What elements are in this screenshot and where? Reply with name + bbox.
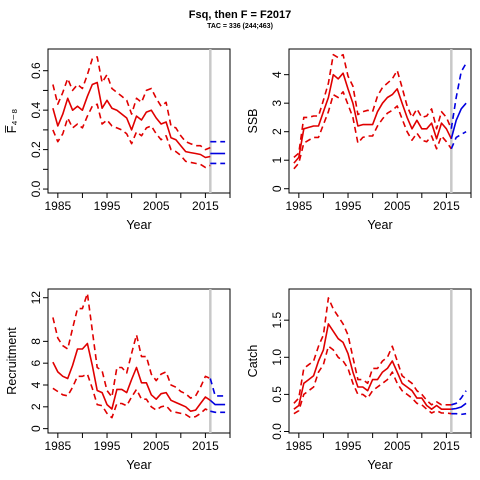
- fbar-ytick-label: 0.0: [29, 180, 43, 197]
- recruitment-xtick-label: 2015: [192, 439, 219, 453]
- ssb-xtick-label: 2015: [433, 199, 460, 213]
- recruitment-xtick-label: 1985: [44, 439, 71, 453]
- ssb-xtick-label: 2005: [384, 199, 411, 213]
- recruitment-ytick-label: 12: [29, 291, 43, 305]
- recruitment-series-projection-lower: [210, 410, 226, 414]
- ssb-series-lower: [293, 91, 452, 170]
- ssb-ytick-label: 1: [270, 157, 284, 164]
- catch-series-estimate: [293, 323, 452, 411]
- catch-xtick-label: 1985: [285, 439, 312, 453]
- recruitment-ytick-label: 0: [29, 425, 43, 432]
- ssb-series-upper: [293, 53, 453, 159]
- recruitment-series-lower: [52, 373, 211, 419]
- catch-panel: 1985 1995 2005 2015 0.0 0.5 1.0 1.5 Year Catch: [246, 288, 472, 472]
- ssb-series-projection-lower: [450, 131, 467, 150]
- recruitment-series-projection-upper: [209, 378, 226, 397]
- fbar-series-upper: [52, 56, 211, 151]
- catch-series-projection-lower: [451, 412, 467, 416]
- catch-ytick-label: 1.5: [270, 312, 284, 329]
- recruitment-ylabel: Recruitment: [5, 327, 19, 395]
- catch-plot-frame: [288, 288, 472, 434]
- recruitment-xtick-label: 1995: [94, 439, 121, 453]
- recruitment-series-upper: [52, 292, 211, 399]
- fbar-series-lower: [52, 103, 211, 169]
- recruitment-ytick-label: 4: [29, 381, 43, 388]
- recruitment-series-projection: [209, 399, 226, 406]
- ssb-ytick-label: 2: [270, 128, 284, 135]
- fbar-series-estimate: [52, 81, 211, 159]
- catch-series-projection-upper: [451, 390, 467, 406]
- recruitment-series-estimate: [52, 342, 211, 413]
- fbar-ytick-label: 0.4: [29, 101, 43, 118]
- ssb-series-projection-upper: [450, 62, 467, 129]
- fbar-ylabel: F̅₄₋₈: [5, 109, 19, 134]
- ssb-xlabel: Year: [367, 218, 392, 232]
- fbar-xtick-label: 2015: [192, 199, 219, 213]
- recruitment-ytick-label: 6: [29, 360, 43, 367]
- ssb-ytick-label: 3: [270, 100, 284, 107]
- fbar-xtick-label: 2005: [143, 199, 170, 213]
- catch-series-lower: [293, 345, 452, 415]
- figure-subtitle: TAC = 336 (244;463): [207, 23, 273, 30]
- catch-ylabel: Catch: [246, 345, 260, 378]
- ssb-panel: 1985 1995 2005 2015 0 1 2 3 4 Year SSB: [246, 48, 472, 232]
- catch-ytick-label: 1.0: [270, 349, 284, 366]
- recruitment-xlabel: Year: [126, 458, 151, 472]
- catch-xlabel: Year: [367, 458, 392, 472]
- recruitment-ytick-label: 2: [29, 403, 43, 410]
- fbar-plot-frame: [47, 48, 231, 194]
- figure-title: Fsq, then F = F2017: [188, 9, 292, 21]
- catch-xtick-label: 2005: [384, 439, 411, 453]
- fbar-panel: 1985 1995 2005 2015 0.0 0.2 0.4 0.6 Year F̅₄₋₈: [5, 48, 231, 232]
- ssb-ylabel: SSB: [246, 108, 260, 133]
- catch-xtick-label: 2015: [433, 439, 460, 453]
- recruitment-plot-frame: [47, 288, 231, 434]
- fbar-xtick-label: 1985: [44, 199, 71, 213]
- catch-ytick-label: 0.0: [270, 423, 284, 440]
- catch-series-projection: [451, 402, 467, 410]
- ssb-ytick-label: 4: [270, 71, 284, 78]
- catch-series-upper: [293, 297, 452, 406]
- recruitment-xtick-label: 2005: [143, 439, 170, 453]
- fbar-ytick-label: 0.6: [29, 62, 43, 79]
- recruitment-ytick-label: 8: [29, 338, 43, 345]
- ssb-series-projection: [450, 102, 467, 140]
- ssb-xtick-label: 1995: [335, 199, 362, 213]
- ssb-xtick-label: 1985: [285, 199, 312, 213]
- fbar-xtick-label: 1995: [94, 199, 121, 213]
- catch-xtick-label: 1995: [335, 439, 362, 453]
- fbar-xlabel: Year: [126, 218, 151, 232]
- fbar-ytick-label: 0.2: [29, 141, 43, 158]
- ssb-plot-frame: [288, 48, 472, 194]
- ssb-ytick-label: 0: [270, 185, 284, 192]
- recruitment-panel: 1985 1995 2005 2015 0 2 4 6 8 12 Year Recruitment: [5, 288, 231, 472]
- catch-ytick-label: 0.5: [270, 386, 284, 403]
- ssb-series-estimate: [293, 72, 453, 164]
